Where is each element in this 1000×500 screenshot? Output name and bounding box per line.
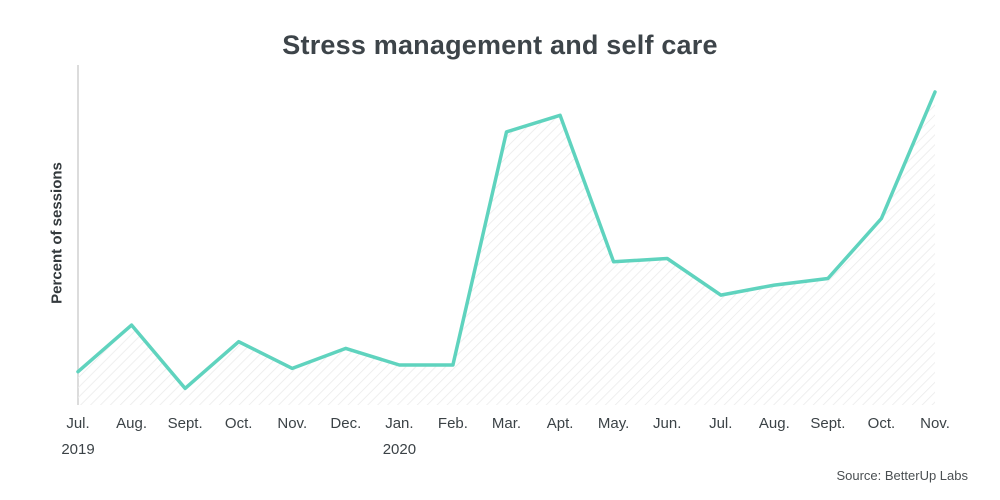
series-line [76,90,937,391]
chart-title: Stress management and self care [282,30,718,60]
area-fill [78,92,935,405]
source-attribution: Source: BetterUp Labs [836,468,968,483]
